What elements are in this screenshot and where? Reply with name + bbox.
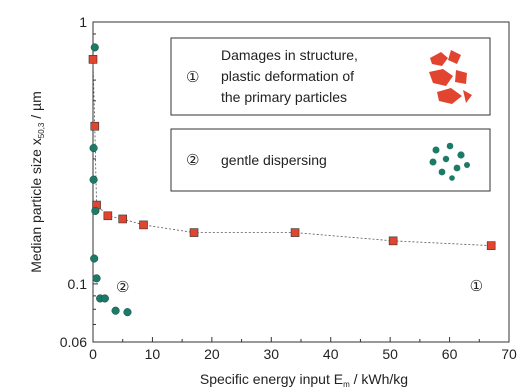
x-axis-label-main: Specific energy input E xyxy=(200,371,343,387)
legend-item-1: ① Damages in structure, plastic deformat… xyxy=(170,37,491,116)
data-point-circle xyxy=(111,306,120,315)
legend-symbol-1: ① xyxy=(186,68,199,86)
data-point-square xyxy=(103,211,113,221)
x-tick-label: 40 xyxy=(323,346,339,362)
data-point-square xyxy=(486,241,496,250)
data-point-square xyxy=(88,55,98,64)
y-tick-label: 0.06 xyxy=(60,334,87,350)
legend-symbol-2: ② xyxy=(186,151,199,169)
data-point-circle xyxy=(91,206,100,215)
y-axis-label: Median particle size x50,3 / µm xyxy=(28,91,46,273)
x-tick-label: 20 xyxy=(204,346,220,362)
y-axis-label-sub: 50,3 xyxy=(37,122,46,138)
data-point-circle xyxy=(92,274,101,283)
data-point-square xyxy=(118,214,128,224)
series-group xyxy=(88,43,496,317)
data-point-circle xyxy=(90,254,99,263)
x-tick-label: 60 xyxy=(442,346,458,362)
data-point-square xyxy=(90,121,100,131)
data-point-circle xyxy=(123,308,132,317)
annotation-1: ① xyxy=(470,277,483,295)
y-tick-label: 0.1 xyxy=(68,276,88,292)
data-point-square xyxy=(290,228,300,237)
x-tick-label: 0 xyxy=(89,346,97,362)
x-tick-label: 30 xyxy=(263,346,279,362)
y-axis-label-main: Median particle size x xyxy=(28,138,44,273)
data-point-circle xyxy=(90,43,99,52)
legend-line-1a: Damages in structure, xyxy=(221,47,358,63)
legend-box-2 xyxy=(170,128,491,192)
x-axis-label-sub: m xyxy=(343,380,350,389)
y-axis: 1 0.1 0.06 xyxy=(60,14,98,350)
x-tick-label: 70 xyxy=(501,346,517,362)
legend-line-1c: the primary particles xyxy=(221,89,347,105)
teal-particles-icon xyxy=(429,142,470,181)
y-tick-label: 1 xyxy=(79,14,87,30)
data-point-square xyxy=(139,220,148,230)
red-fragments-icon xyxy=(429,50,472,104)
data-point-circle xyxy=(89,144,98,153)
legend-line-2a: gentle dispersing xyxy=(221,152,327,168)
x-tick-label: 50 xyxy=(382,346,398,362)
x-tick-label: 10 xyxy=(145,346,161,362)
x-axis-label-unit: / kWh/kg xyxy=(350,371,408,387)
legend-item-2: ② gentle dispersing xyxy=(170,128,491,192)
data-point-square xyxy=(189,228,199,237)
annotation-2: ② xyxy=(116,278,129,296)
legend-line-1b: plastic deformation of xyxy=(221,68,354,84)
y-axis-label-unit: / µm xyxy=(28,91,44,122)
x-axis-label: Specific energy input Em / kWh/kg xyxy=(200,371,408,389)
data-point-square xyxy=(388,236,398,246)
x-axis: 0 10 20 30 40 50 60 70 xyxy=(89,337,517,362)
annotations: ①② xyxy=(116,277,483,296)
data-point-circle xyxy=(89,175,98,184)
data-point-circle xyxy=(100,294,109,303)
